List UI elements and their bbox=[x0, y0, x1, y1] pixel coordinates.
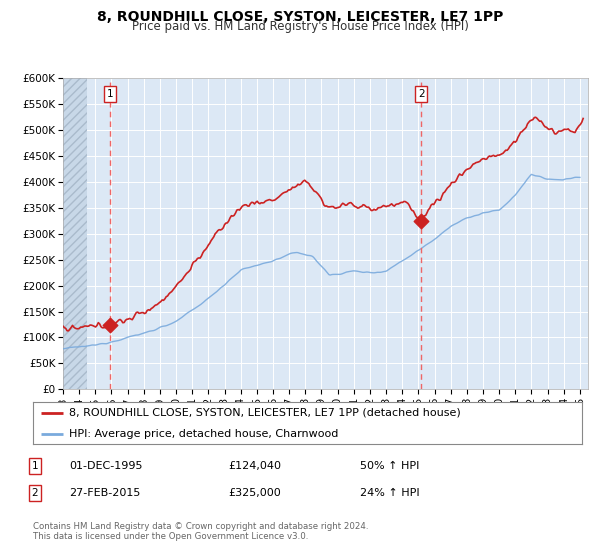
Point bbox=[106, 320, 115, 329]
Point bbox=[416, 216, 426, 225]
Text: 2: 2 bbox=[31, 488, 38, 498]
Text: 2: 2 bbox=[418, 89, 424, 99]
Text: HPI: Average price, detached house, Charnwood: HPI: Average price, detached house, Char… bbox=[68, 430, 338, 439]
Text: Price paid vs. HM Land Registry's House Price Index (HPI): Price paid vs. HM Land Registry's House … bbox=[131, 20, 469, 33]
Text: 50% ↑ HPI: 50% ↑ HPI bbox=[360, 461, 419, 471]
Text: 24% ↑ HPI: 24% ↑ HPI bbox=[360, 488, 419, 498]
Text: 8, ROUNDHILL CLOSE, SYSTON, LEICESTER, LE7 1PP: 8, ROUNDHILL CLOSE, SYSTON, LEICESTER, L… bbox=[97, 10, 503, 24]
Text: £124,040: £124,040 bbox=[228, 461, 281, 471]
Text: £325,000: £325,000 bbox=[228, 488, 281, 498]
Text: 27-FEB-2015: 27-FEB-2015 bbox=[69, 488, 140, 498]
Text: 1: 1 bbox=[31, 461, 38, 471]
Text: 01-DEC-1995: 01-DEC-1995 bbox=[69, 461, 143, 471]
Text: 1: 1 bbox=[107, 89, 113, 99]
Text: 8, ROUNDHILL CLOSE, SYSTON, LEICESTER, LE7 1PP (detached house): 8, ROUNDHILL CLOSE, SYSTON, LEICESTER, L… bbox=[68, 408, 460, 418]
Text: Contains HM Land Registry data © Crown copyright and database right 2024.
This d: Contains HM Land Registry data © Crown c… bbox=[33, 522, 368, 542]
Bar bbox=[63, 78, 87, 389]
